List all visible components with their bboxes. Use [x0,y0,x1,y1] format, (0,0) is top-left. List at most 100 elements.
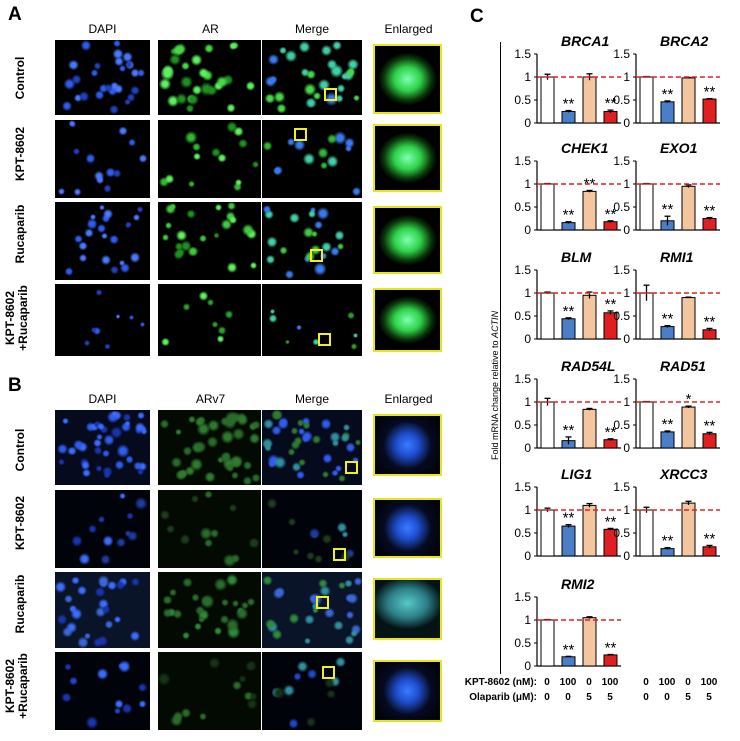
cell-nucleus [227,121,238,133]
cell-nucleus [229,41,237,51]
cell-nucleus [224,411,238,425]
y-tick-label: 1.5 [613,47,630,61]
panel-a-col-enlarged: Enlarged [384,22,433,36]
cell-nucleus [162,234,170,241]
cell-nucleus [313,221,324,230]
significance-marker: ** [704,203,716,220]
enlarged-cell-image [373,288,442,352]
cell-nucleus [245,80,255,92]
y-tick-label: 1.5 [613,154,630,168]
cell-nucleus [344,137,355,149]
cell-nucleus [158,78,172,90]
bar [561,222,576,231]
cell-nucleus [94,170,104,182]
cell-nucleus [193,152,202,160]
cell-nucleus [214,203,222,211]
cell-nucleus [173,710,184,722]
treatment-value: 100 [659,677,676,688]
y-tick-label: 0 [524,659,531,673]
cell-nucleus [284,269,295,280]
cell-nucleus [187,94,200,105]
enlarged-cell-image [373,414,442,476]
cell-nucleus [298,427,306,435]
cell-nucleus [288,717,298,729]
cell-nucleus [118,492,126,500]
cell-nucleus [72,74,82,85]
cell-nucleus [318,79,331,91]
treatment-value: 5 [685,692,691,703]
bar [540,76,555,124]
zoom-region-box [318,333,331,346]
significance-marker: ** [704,313,716,330]
y-tick-label: 0 [623,223,630,237]
cell-nucleus [209,657,220,669]
cell-nucleus [78,241,88,250]
cell-nucleus [273,687,285,699]
cell-nucleus [266,497,277,510]
micrograph-arv7 [158,410,261,485]
cell-nucleus [225,574,238,586]
cell-nucleus [172,608,183,620]
cell-nucleus [230,472,239,479]
y-tick-label: 0.5 [613,200,630,214]
y-tick-label: 1 [623,70,630,84]
cell-nucleus [264,619,276,629]
cell-nucleus [345,441,356,454]
bar [603,654,618,667]
cell-nucleus [284,339,291,345]
cell-nucleus [61,627,74,638]
cell-nucleus [185,131,197,144]
cell-nucleus [111,411,119,417]
y-tick-label: 1.5 [514,372,531,386]
treatment-value: 0 [643,677,649,688]
bar [639,401,654,449]
cell-nucleus [180,707,191,719]
y-tick-label: 1.5 [514,263,531,277]
panel-c-letter: C [470,6,484,27]
cell-nucleus [124,420,131,426]
cell-nucleus [232,183,242,192]
treatment-value: 100 [701,677,718,688]
significance-marker: ** [563,641,575,658]
cell-nucleus [57,188,65,195]
cell-nucleus [79,253,87,262]
cell-nucleus [226,103,236,113]
cell-nucleus [109,266,120,275]
cell-nucleus [121,702,133,715]
cell-nucleus [341,531,349,538]
cell-nucleus [329,432,341,442]
significance-marker: ** [662,416,674,433]
cell-nucleus [267,459,277,468]
cell-nucleus [214,577,227,591]
cell-nucleus [86,152,96,164]
panel-b-col-arv7: ARv7 [195,392,226,406]
cell-nucleus [86,218,97,230]
chart-title: RMI1 [660,249,694,265]
cell-nucleus [291,426,298,435]
cell-nucleus [306,668,318,680]
cell-nucleus [73,148,80,155]
cell-nucleus [98,425,109,434]
cell-nucleus [345,68,356,77]
cell-nucleus [81,460,91,471]
cell-nucleus [243,475,253,485]
y-tick-label: 0 [623,441,630,455]
micrograph-dapi [55,652,150,730]
panel-b-col-enlarged: Enlarged [384,392,433,406]
cell-nucleus [303,637,311,645]
cell-nucleus [92,438,102,448]
cell-nucleus [140,428,148,435]
cell-nucleus [191,85,202,96]
micrograph-dapi [55,572,150,648]
y-tick-label: 0.5 [514,418,531,432]
cell-nucleus [297,419,305,428]
treatment-value: 0 [664,692,670,703]
cell-nucleus [96,289,103,296]
micrograph-merge [262,572,362,648]
cell-nucleus [243,691,255,701]
cell-nucleus [332,620,344,630]
cell-nucleus [83,340,90,346]
cell-nucleus [342,424,350,431]
cell-nucleus [180,76,194,88]
cell-nucleus [302,421,311,431]
